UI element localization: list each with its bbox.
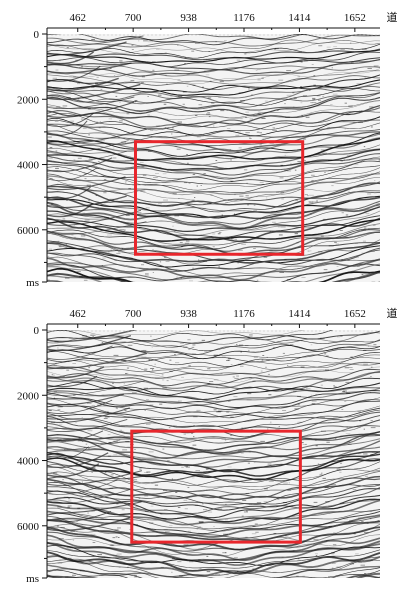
- x-tick-label: 1414: [288, 12, 311, 24]
- y-unit-label: ms: [26, 277, 39, 289]
- seismic-reflectors: [47, 330, 380, 578]
- y-tick-label: 6000: [17, 225, 40, 237]
- seismic-panel-bottom: 462 700 938 1176 1414 1652 道 0 2000 4000 6000 ms: [0, 296, 405, 592]
- x-tick-label: 1652: [344, 308, 366, 320]
- x-tick-label: 1176: [233, 308, 255, 320]
- x-tick-label: 1414: [288, 308, 311, 320]
- x-tick-label: 700: [125, 308, 142, 320]
- y-unit-label: ms: [26, 573, 39, 585]
- seismic-chart: 462 700 938 1176 1414 1652 道 0 2000 4000 6000 ms: [17, 306, 398, 585]
- x-tick-label: 462: [69, 12, 86, 24]
- seismic-chart: 462 700 938 1176 1414 1652 道 0 2000 4000 6000 ms: [17, 10, 398, 289]
- y-tick-label: 4000: [17, 160, 40, 172]
- x-tick-label: 462: [69, 308, 86, 320]
- x-tick-label: 938: [180, 308, 197, 320]
- y-tick-label: 0: [34, 325, 40, 337]
- y-tick-label: 4000: [17, 456, 40, 468]
- x-tick-label: 938: [180, 12, 197, 24]
- x-unit-label: 道: [387, 306, 398, 320]
- y-tick-label: 2000: [17, 390, 40, 402]
- x-unit-label: 道: [387, 10, 398, 24]
- y-tick-label: 2000: [17, 94, 40, 106]
- highlight-box: [133, 140, 305, 256]
- x-tick-label: 1176: [233, 12, 255, 24]
- x-tick-label: 1652: [344, 12, 366, 24]
- highlight-box: [130, 429, 302, 544]
- y-tick-label: 0: [34, 29, 40, 41]
- x-tick-label: 700: [125, 12, 142, 24]
- seismic-reflectors: [47, 34, 380, 282]
- seismic-panel-top: 462 700 938 1176 1414 1652 道 0 2000 4000 6000 ms: [0, 0, 405, 296]
- y-tick-label: 6000: [17, 521, 40, 533]
